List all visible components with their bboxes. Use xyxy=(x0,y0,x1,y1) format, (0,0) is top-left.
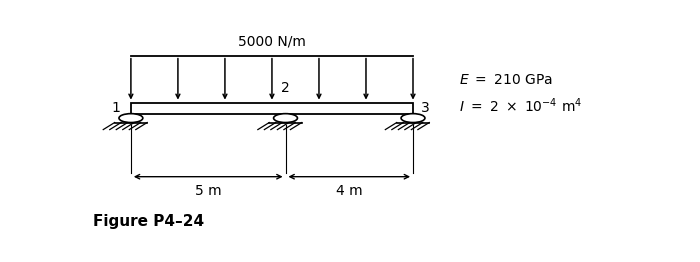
Circle shape xyxy=(119,114,143,123)
Text: 1: 1 xyxy=(111,101,120,115)
Text: 4 m: 4 m xyxy=(336,184,363,198)
Text: $\mathit{I}\ =\ 2\ \times\ 10^{-4}\ \mathrm{m}^{4}$: $\mathit{I}\ =\ 2\ \times\ 10^{-4}\ \mat… xyxy=(459,97,582,115)
Text: $\mathit{E}\ =\ 210\ \mathrm{GPa}$: $\mathit{E}\ =\ 210\ \mathrm{GPa}$ xyxy=(459,73,553,87)
Bar xyxy=(131,102,413,114)
Circle shape xyxy=(401,114,425,123)
Text: 5000 N/m: 5000 N/m xyxy=(238,35,306,48)
Text: Figure P4–24: Figure P4–24 xyxy=(93,214,204,228)
Text: 2: 2 xyxy=(281,81,290,95)
Text: 5 m: 5 m xyxy=(195,184,221,198)
Text: 3: 3 xyxy=(421,101,429,115)
Circle shape xyxy=(274,114,298,123)
